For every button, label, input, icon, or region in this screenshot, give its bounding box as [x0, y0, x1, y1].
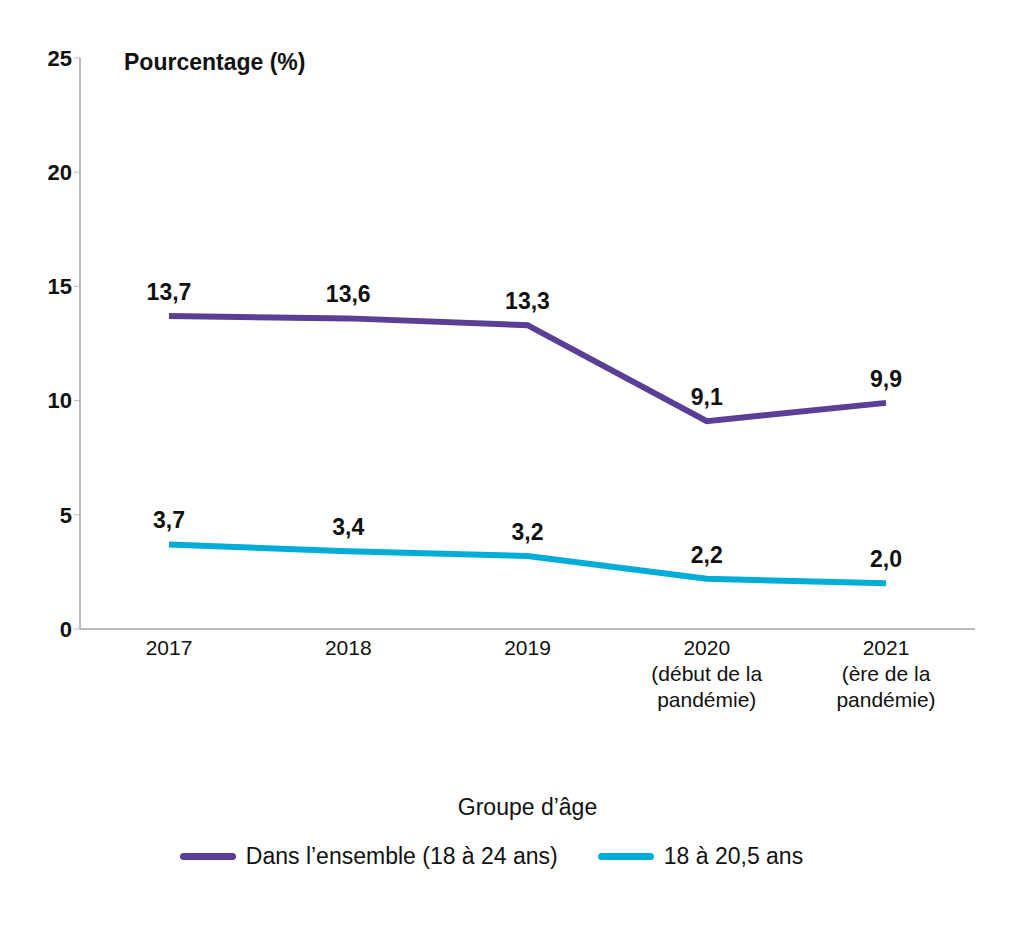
svg-text:2019: 2019 — [504, 636, 551, 659]
svg-text:2021(ère de lapandémie): 2021(ère de lapandémie) — [836, 636, 935, 711]
svg-text:3,4: 3,4 — [332, 514, 364, 540]
svg-text:2020(début de lapandémie): 2020(début de lapandémie) — [651, 636, 762, 711]
svg-text:0: 0 — [60, 617, 72, 642]
svg-text:10: 10 — [48, 388, 72, 413]
svg-text:2018: 2018 — [325, 636, 372, 659]
svg-text:Pourcentage (%): Pourcentage (%) — [124, 49, 305, 75]
html-text:18 à 20,5 ans: 18 à 20,5 ans — [663, 843, 804, 869]
svg-text:13,3: 13,3 — [505, 288, 550, 314]
svg-text:9,9: 9,9 — [870, 366, 902, 392]
svg-text:2017: 2017 — [146, 636, 193, 659]
svg-text:2,2: 2,2 — [691, 542, 723, 568]
svg-text:9,1: 9,1 — [691, 384, 723, 410]
svg-text:2,0: 2,0 — [870, 546, 902, 572]
html-text:Dans l’ensemble (18 à 24 ans): Dans l’ensemble (18 à 24 ans) — [245, 843, 558, 869]
svg-text:13,6: 13,6 — [326, 281, 371, 307]
svg-text:3,2: 3,2 — [512, 519, 544, 545]
svg-text:13,7: 13,7 — [147, 279, 192, 305]
svg-text:5: 5 — [60, 503, 72, 528]
svg-text:25: 25 — [48, 46, 72, 71]
svg-text:15: 15 — [48, 274, 72, 299]
svg-text:3,7: 3,7 — [153, 507, 185, 533]
svg-text:Groupe d’âge: Groupe d’âge — [458, 794, 597, 820]
svg-text:20: 20 — [48, 160, 72, 185]
